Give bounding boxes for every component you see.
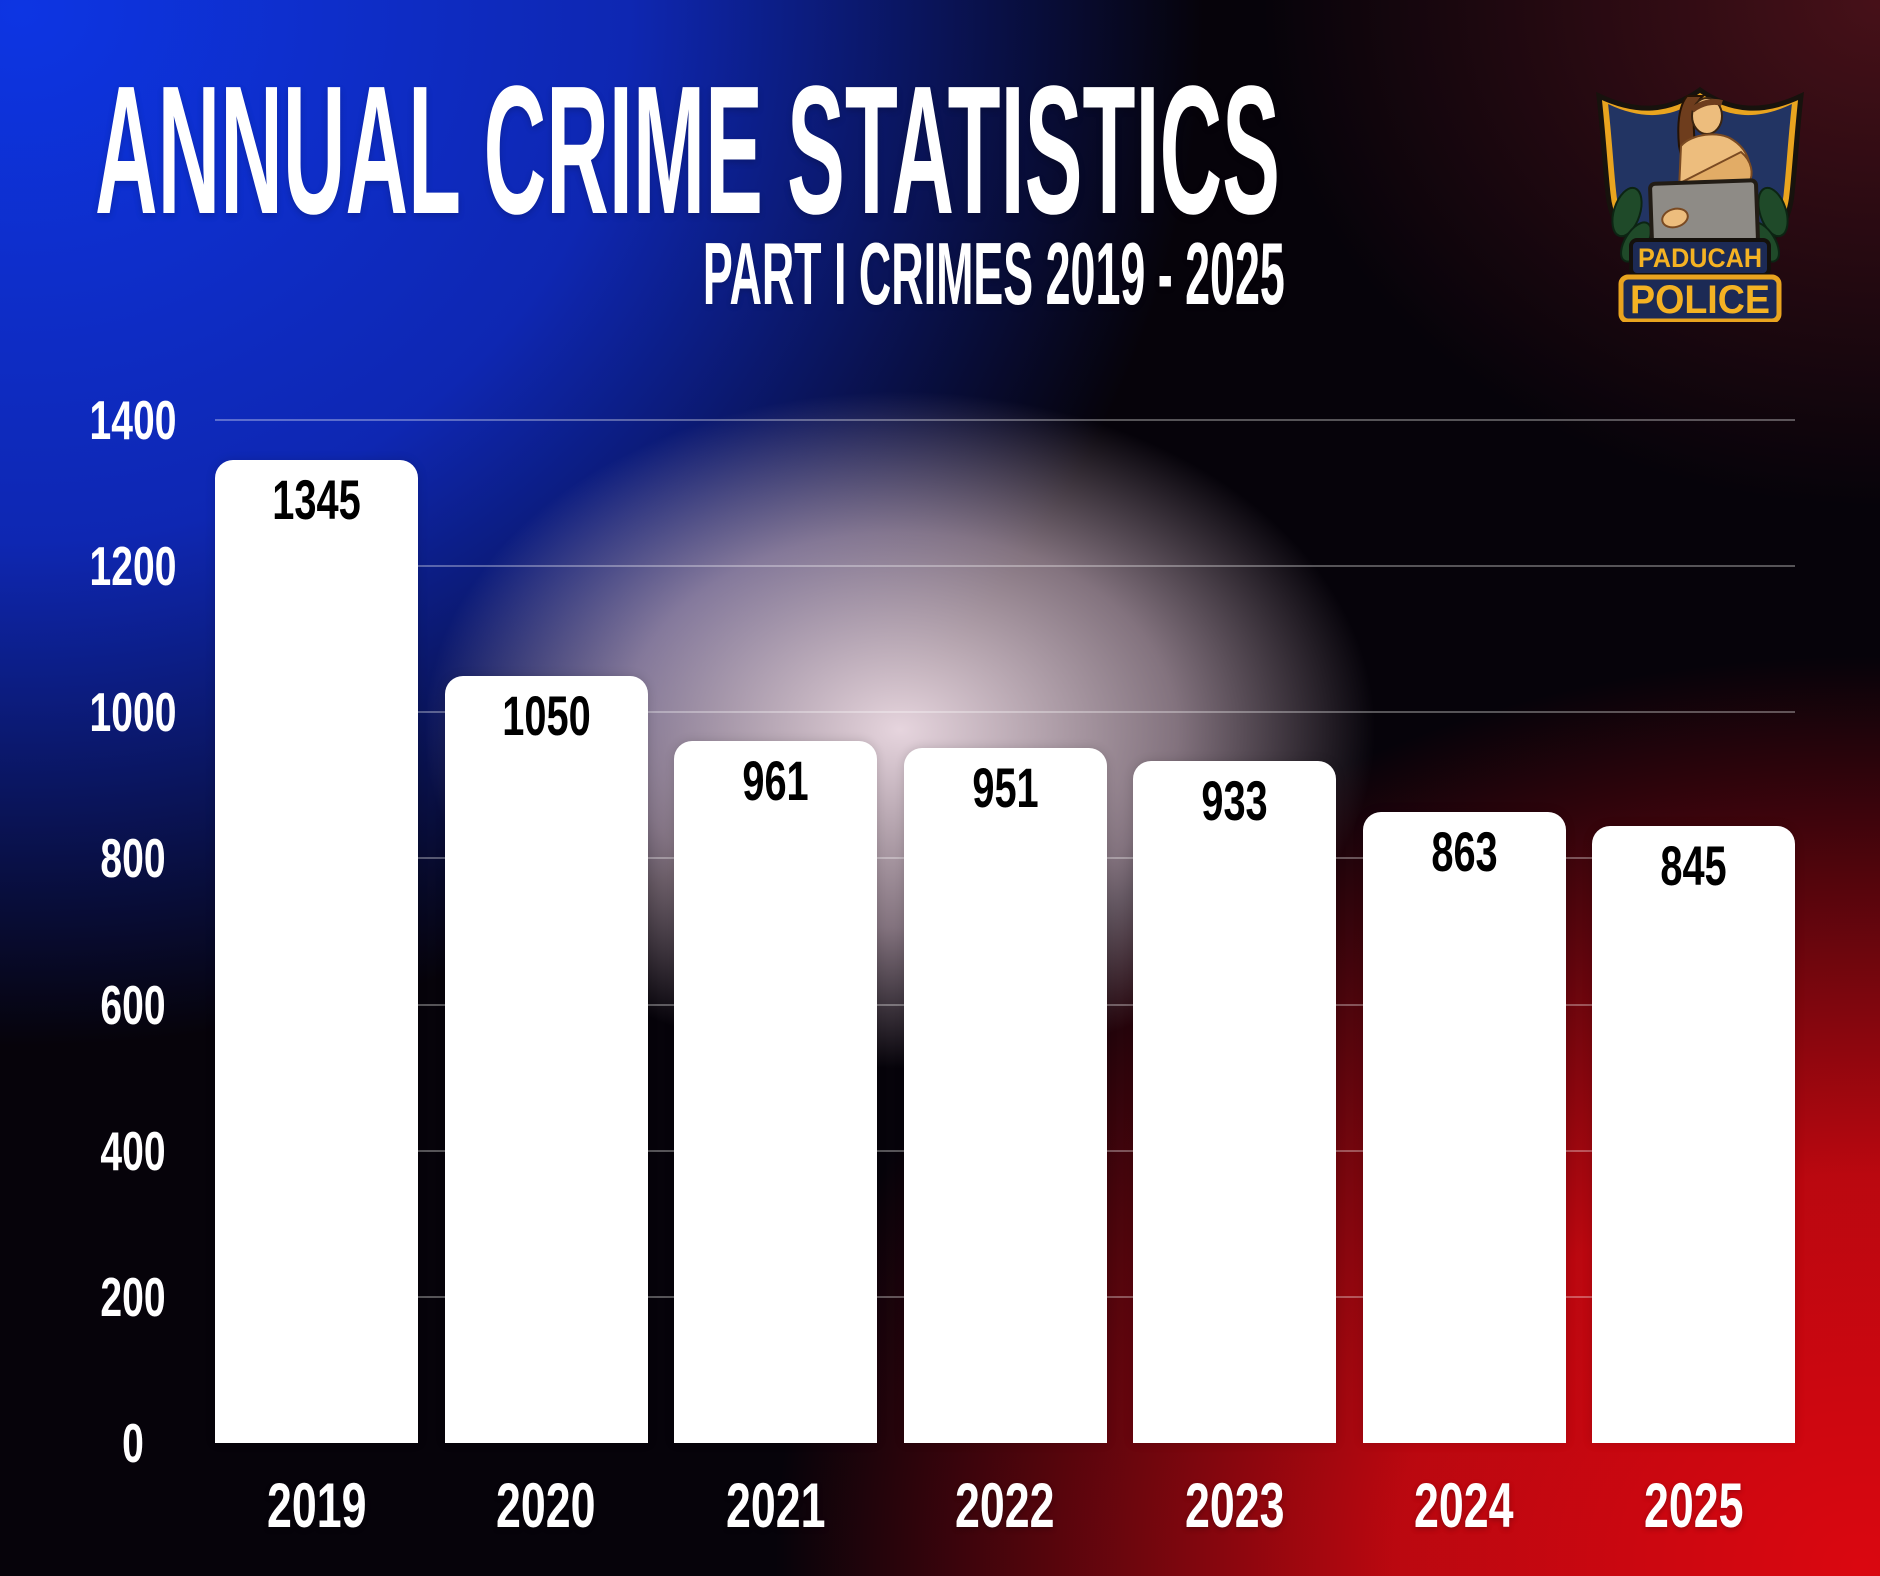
badge-native-figure-icon: [1648, 95, 1760, 248]
x-axis-label-2025: 2025: [1643, 1471, 1744, 1541]
bar-2024: 863: [1362, 812, 1566, 1443]
y-axis-label-800: 800: [100, 827, 166, 890]
bar-2023: 933: [1133, 761, 1336, 1443]
bar-2021: 961: [674, 740, 877, 1443]
bar-value-label-2023: 933: [1201, 769, 1268, 833]
gridline-1000: [215, 711, 1795, 714]
y-axis-label-1000: 1000: [89, 681, 177, 744]
bar-2025: 845: [1592, 825, 1795, 1443]
bar-value-label-2020: 1050: [501, 683, 591, 747]
bar-value-label-2024: 863: [1430, 820, 1498, 884]
y-axis-label-200: 200: [100, 1265, 166, 1328]
paducah-police-badge-icon: PADUCAH POLICE: [1596, 86, 1804, 322]
x-axis-label-2022: 2022: [955, 1471, 1055, 1541]
bar-2022: 951: [903, 748, 1107, 1443]
x-axis-label-2019: 2019: [266, 1471, 367, 1541]
y-axis-label-400: 400: [100, 1119, 166, 1182]
x-axis-label-2020: 2020: [496, 1471, 596, 1541]
badge-police-text: POLICE: [1630, 278, 1770, 322]
x-axis-label-2023: 2023: [1184, 1471, 1285, 1541]
bar-value-label-2025: 845: [1660, 833, 1727, 897]
bar-2020: 1050: [444, 675, 648, 1443]
badge-police-plate: [1618, 274, 1782, 322]
gridline-1400: [215, 419, 1795, 421]
y-axis-label-1400: 1400: [89, 389, 177, 451]
y-axis-label-0: 0: [122, 1412, 144, 1474]
bar-value-label-2022: 951: [971, 756, 1039, 820]
bar-2019: 1345: [215, 460, 418, 1443]
x-axis-label-2024: 2024: [1414, 1471, 1514, 1541]
page-title: ANNUAL CRIME STATISTICS: [95, 47, 1280, 252]
x-axis-label-2021: 2021: [725, 1471, 826, 1541]
y-axis-label-1200: 1200: [89, 535, 177, 598]
badge-city-text: PADUCAH: [1638, 243, 1762, 273]
bar-value-label-2019: 1345: [272, 468, 361, 532]
bar-value-label-2021: 961: [742, 748, 809, 812]
y-axis-label-600: 600: [100, 973, 166, 1036]
page-subtitle: PART I CRIMES 2019 - 2025: [703, 224, 1285, 323]
gridline-1200: [215, 565, 1795, 568]
